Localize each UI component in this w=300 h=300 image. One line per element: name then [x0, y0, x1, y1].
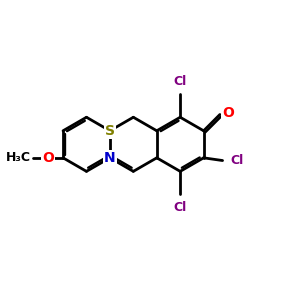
Text: N: N — [104, 151, 116, 165]
Text: O: O — [42, 151, 54, 165]
Text: O: O — [222, 106, 234, 120]
Text: Cl: Cl — [174, 75, 187, 88]
Text: S: S — [105, 124, 115, 138]
Text: H₃C: H₃C — [5, 151, 30, 164]
Text: Cl: Cl — [230, 154, 244, 167]
Text: Cl: Cl — [174, 201, 187, 214]
